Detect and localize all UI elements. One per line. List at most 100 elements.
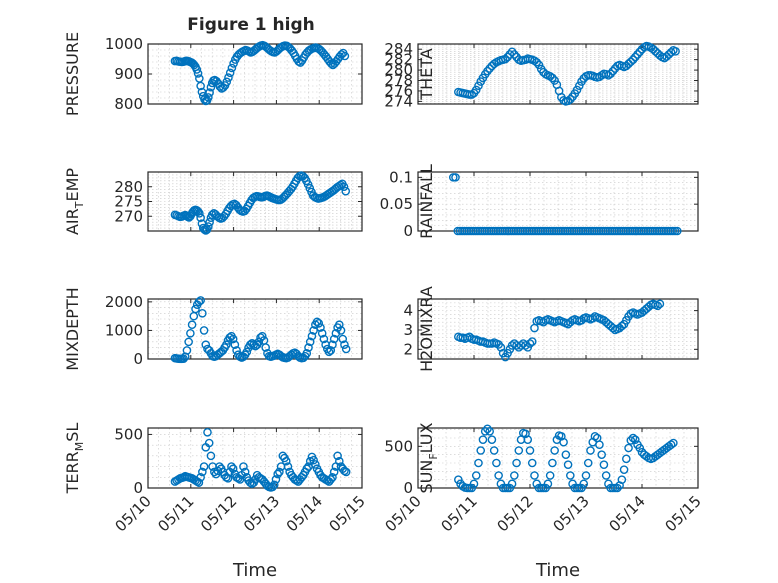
data-point [471,85,481,95]
data-point [626,57,636,67]
x-tick-label: 05/11 [438,492,481,535]
data-point [304,343,313,352]
x-tick-label: 05/15 [326,492,369,535]
y-tick-label: 278 [384,72,413,90]
y-tick-label: 2 [403,340,413,358]
data-point [595,440,604,449]
data-point [671,47,680,56]
data-point [626,436,636,445]
data-point [507,479,517,489]
data-point [633,50,642,59]
data-point [340,340,349,350]
data-point [550,76,559,85]
data-point [525,339,535,348]
data-point [194,478,204,487]
data-point [559,437,568,447]
y-axis-label: AIRTEMP [63,168,86,235]
subplot-h2omixra: 234 H2OMIXRA [403,286,699,372]
data-point [205,217,214,227]
series-markers [170,171,351,235]
data-point [196,81,205,91]
data-point [341,467,351,477]
series-markers [454,41,680,106]
y-axis-label: PRESSURE [63,32,82,116]
x-tick-label: 05/11 [154,492,197,535]
data-point [340,51,350,61]
data-point [326,346,336,355]
y-tick-label: 274 [384,92,413,110]
series-markers [448,173,682,236]
subplot-terr-msl: 0 500 05/10 05/11 05/12 05/13 05/14 05/15 TERRMS… [63,423,369,581]
data-point [198,467,207,477]
data-point [186,328,195,338]
y-axis-label: MIXDEPTH [63,287,82,370]
data-point [275,467,284,477]
subplot-rainfall: 0 0.05 0.1 RAINFALL [380,164,699,240]
data-point [622,454,631,464]
data-point [326,59,336,68]
data-point [269,480,279,490]
data-point [232,346,241,355]
data-point [192,65,202,74]
data-point [566,95,575,104]
y-tick-label: 282 [384,51,413,69]
data-point [195,74,204,83]
data-point [189,60,199,70]
y-tick-label: 280 [114,178,143,196]
data-point [205,88,214,97]
data-point [273,469,282,479]
data-point [480,427,490,436]
data-point [489,59,499,69]
data-point [478,435,488,444]
data-point [561,450,571,459]
data-point [492,458,501,468]
y-tick-label: 280 [384,61,413,79]
data-point [613,483,622,493]
axes-box [417,298,699,360]
data-point [333,451,342,461]
y-tick-label: 1000 [105,321,143,339]
data-point [341,344,351,354]
data-point [653,301,662,311]
data-point [314,318,324,328]
data-point [206,451,216,461]
data-point [336,326,346,335]
data-point [199,326,209,335]
data-point [630,52,640,62]
data-point [608,66,618,76]
data-point [628,433,638,443]
data-point [527,337,537,346]
data-point [630,435,640,444]
data-point [317,328,327,338]
data-point [599,460,609,469]
data-point [572,85,582,95]
data-point [191,304,200,314]
data-point [198,308,207,318]
axes-box [147,43,363,105]
data-point [485,64,494,73]
data-point [316,323,325,332]
data-point [485,427,494,436]
subplot-mixdepth: 0 1000 2000 MIXDEPTH [63,287,363,371]
data-point [215,82,225,91]
data-point [451,173,460,182]
y-tick-label: 0 [403,479,413,497]
data-point [195,208,204,218]
data-point [324,347,334,357]
data-point [194,297,204,307]
data-point [476,446,486,455]
data-point [624,443,633,453]
data-point [563,460,573,469]
data-point [483,424,492,434]
data-point [328,340,337,350]
data-point [328,472,337,482]
data-point [655,299,665,309]
axes-box [417,427,699,489]
data-point [302,348,312,358]
data-point [583,458,593,468]
data-point [543,479,553,489]
data-point [550,446,559,455]
